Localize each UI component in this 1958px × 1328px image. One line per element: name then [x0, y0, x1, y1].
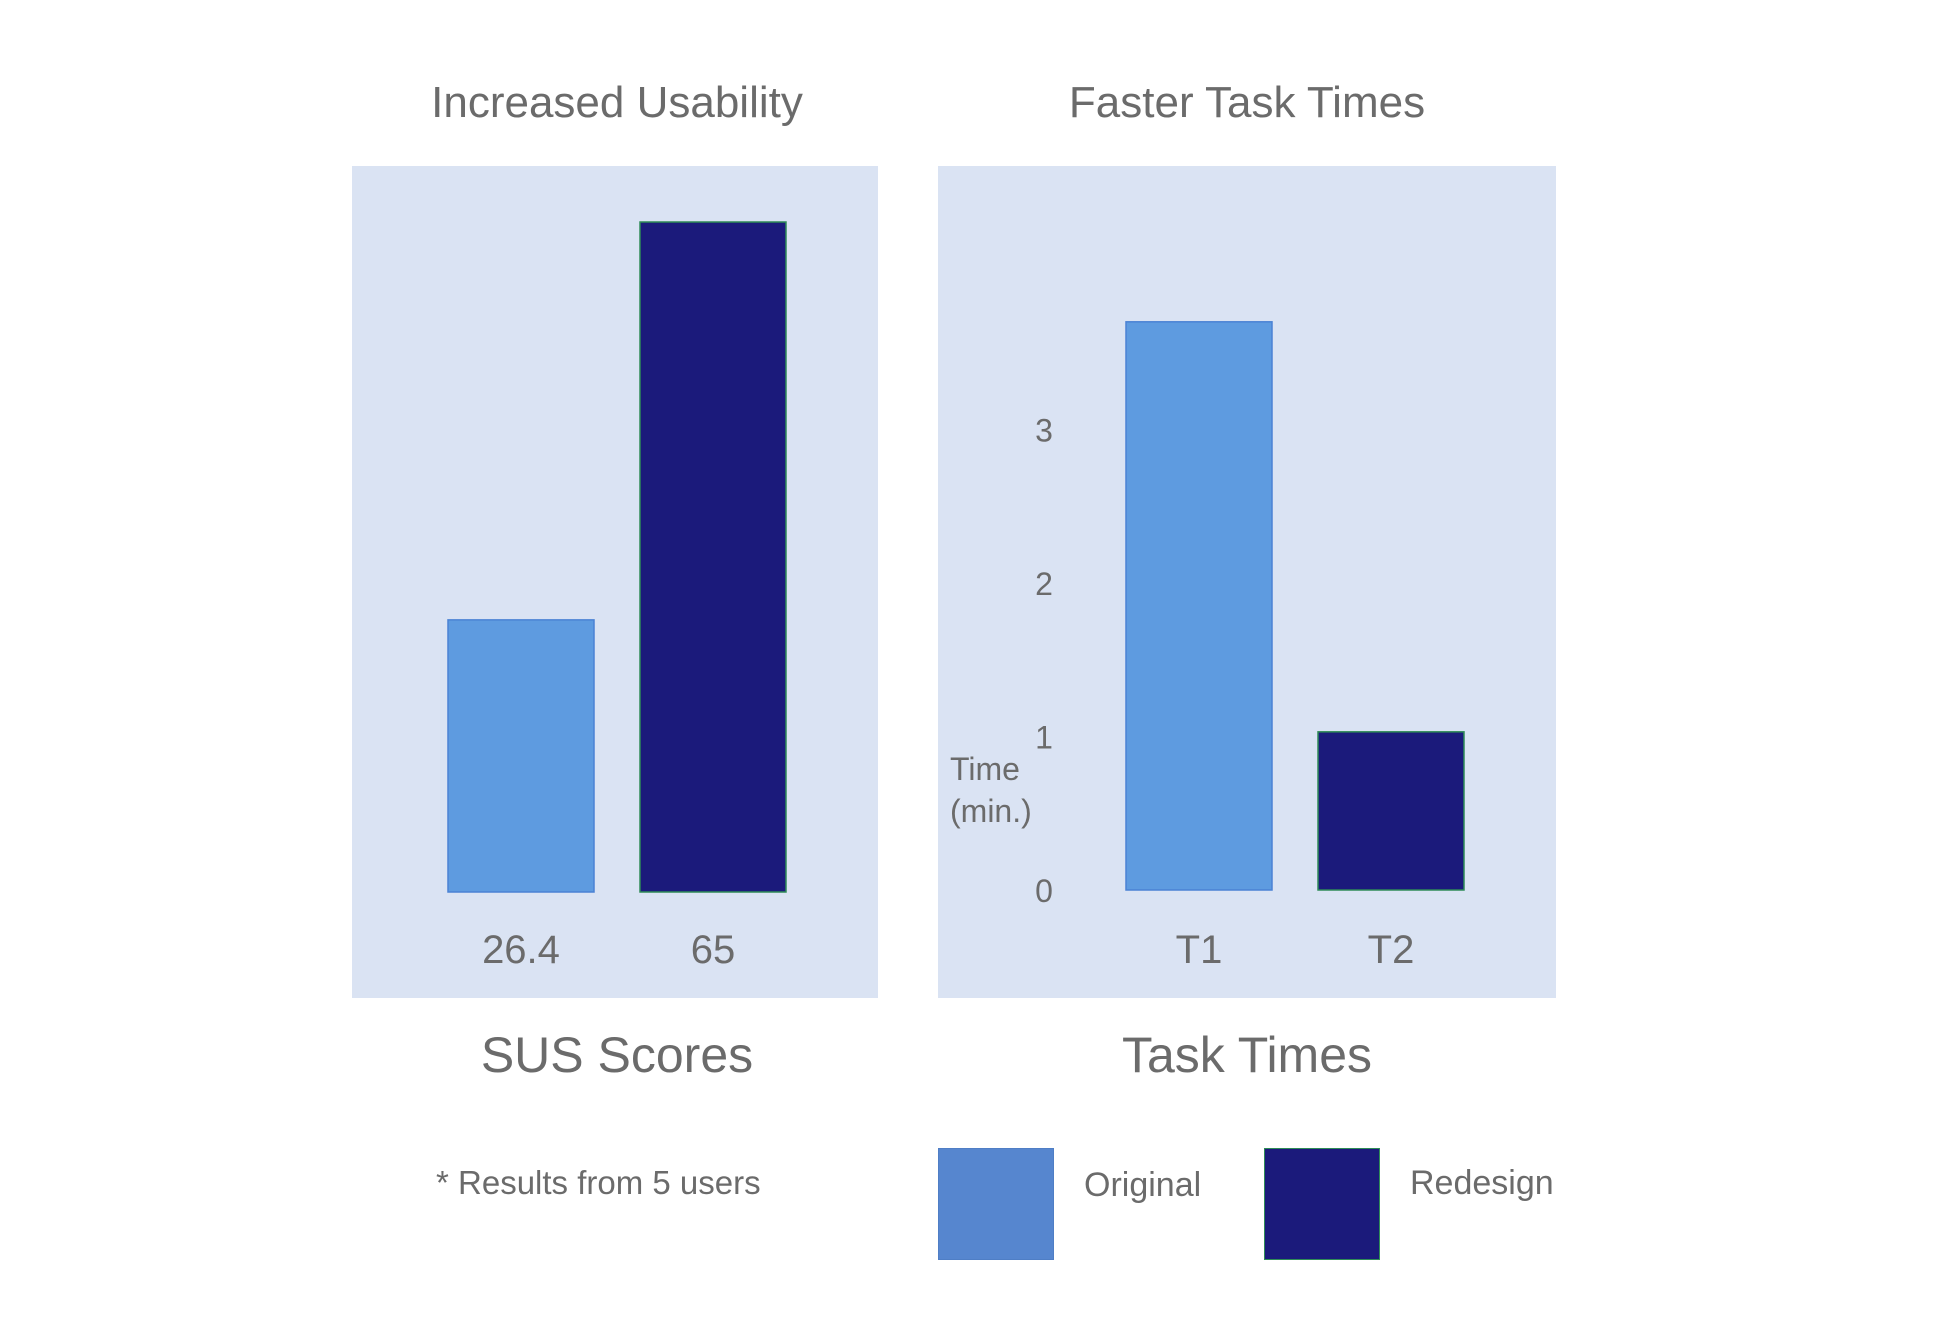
legend-swatch-original — [938, 1148, 1054, 1260]
category-label: T1 — [1176, 928, 1223, 972]
bar-t1 — [1125, 321, 1273, 891]
category-label: 26.4 — [482, 928, 560, 972]
sus-chart-title: Increased Usability — [431, 78, 803, 127]
category-label: 65 — [691, 928, 736, 972]
results-footnote: * Results from 5 users — [436, 1164, 761, 1201]
y-axis-label: Time (min.) — [950, 751, 1032, 829]
task-chart-svg: T1 T2 0 1 2 3 Time (min.) — [950, 321, 1465, 972]
y-tick-label: 1 — [1035, 719, 1053, 755]
sus-chart-svg: 26.4 65 — [447, 221, 787, 972]
y-tick-label: 3 — [1035, 412, 1053, 448]
task-chart-xlabel: Task Times — [1121, 1027, 1373, 1083]
y-tick-label: 2 — [1035, 566, 1053, 602]
task-chart-panel: T1 T2 0 1 2 3 Time (min.) — [938, 166, 1556, 998]
y-tick-label: 0 — [1035, 873, 1053, 909]
legend-label-redesign: Redesign — [1410, 1164, 1554, 1202]
legend-label-original: Original — [1084, 1166, 1202, 1204]
bar-26-4 — [447, 619, 595, 893]
sus-chart-xlabel: SUS Scores — [480, 1027, 754, 1083]
legend-swatch-redesign — [1264, 1148, 1380, 1260]
sus-chart-panel: 26.4 65 — [352, 166, 878, 998]
task-chart-title: Faster Task Times — [1068, 78, 1426, 127]
bar-65 — [639, 221, 787, 893]
category-label: T2 — [1368, 928, 1415, 972]
bar-t2 — [1317, 731, 1465, 891]
